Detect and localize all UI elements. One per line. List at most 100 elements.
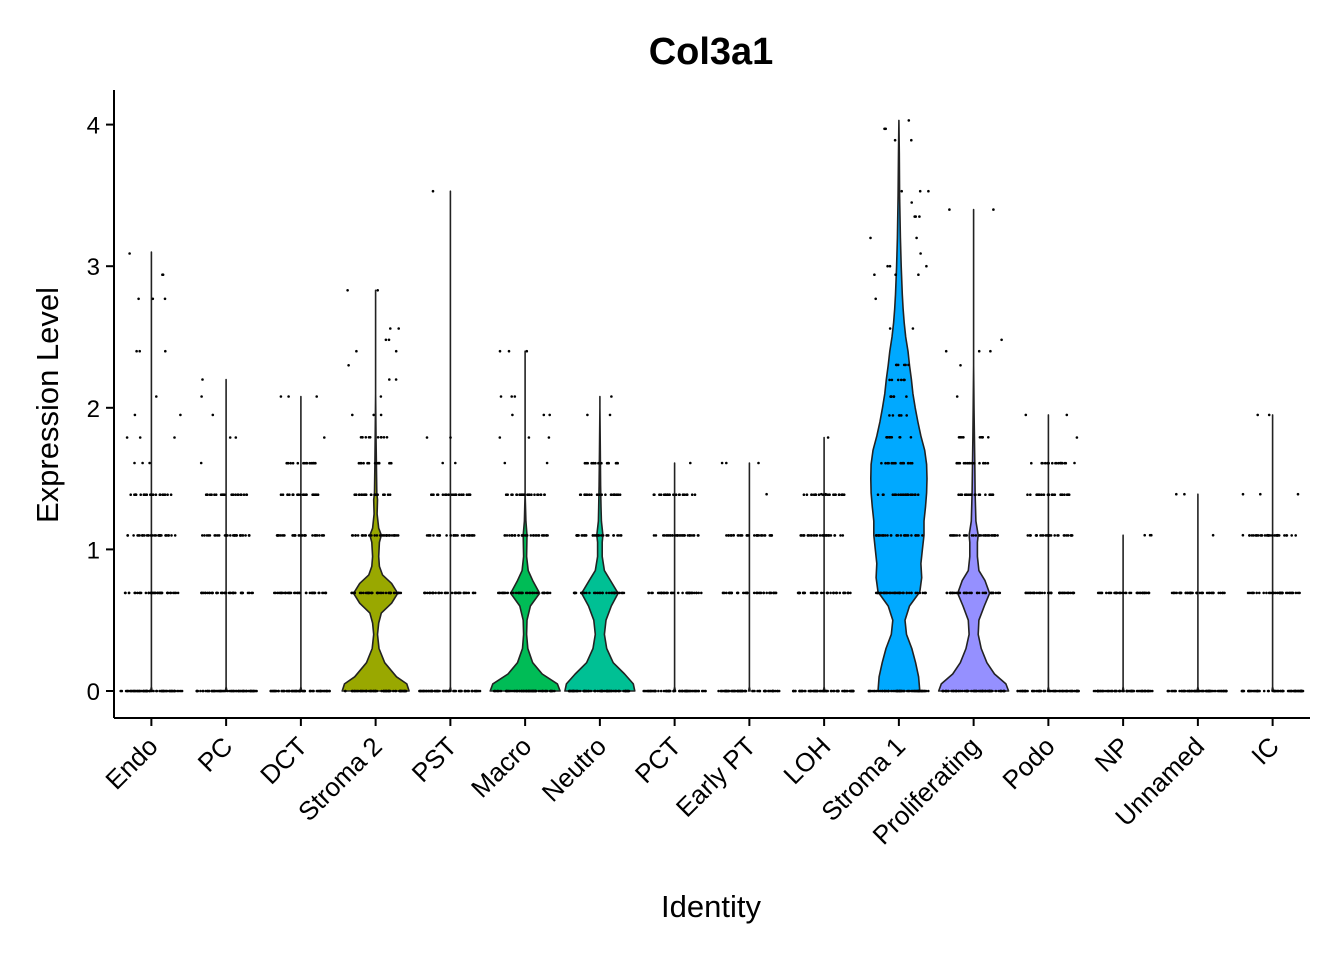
data-point xyxy=(840,493,844,497)
data-point xyxy=(768,591,771,595)
data-point xyxy=(1049,591,1053,595)
data-point xyxy=(910,534,913,537)
data-point xyxy=(429,534,432,537)
data-point xyxy=(874,297,877,301)
data-point xyxy=(817,493,821,497)
data-point xyxy=(882,493,885,497)
data-point xyxy=(927,189,930,193)
data-point xyxy=(1250,591,1254,595)
data-point xyxy=(834,493,837,497)
y-axis-label: Expression Level xyxy=(30,287,65,523)
data-point xyxy=(1296,591,1300,595)
data-point xyxy=(506,591,510,595)
data-point xyxy=(1195,591,1199,595)
data-point xyxy=(910,461,914,465)
data-point xyxy=(459,689,462,693)
data-point xyxy=(1121,591,1125,595)
data-point xyxy=(959,364,962,367)
data-point xyxy=(449,534,452,537)
data-point xyxy=(1026,534,1030,537)
data-point xyxy=(826,436,830,439)
data-point xyxy=(151,297,155,301)
data-point xyxy=(274,591,277,595)
data-point xyxy=(669,689,672,693)
data-point xyxy=(279,493,283,497)
data-point xyxy=(1061,493,1064,497)
data-point xyxy=(616,493,620,497)
data-point xyxy=(1075,436,1079,439)
x-tick-label: Podo xyxy=(996,731,1060,795)
data-point xyxy=(815,689,818,693)
data-point xyxy=(1029,493,1032,497)
data-point xyxy=(308,461,311,465)
data-point xyxy=(1018,689,1022,693)
data-point xyxy=(475,689,478,693)
data-point xyxy=(914,591,917,595)
data-point xyxy=(521,493,524,497)
data-point xyxy=(210,591,214,595)
data-point xyxy=(607,534,610,537)
data-point xyxy=(319,689,323,693)
data-point xyxy=(467,591,471,595)
violin-group-pc xyxy=(195,378,258,693)
data-point xyxy=(1248,534,1251,537)
data-point xyxy=(776,689,779,693)
data-point xyxy=(964,461,967,465)
data-point xyxy=(437,591,440,595)
data-point xyxy=(1216,689,1220,693)
data-point xyxy=(523,493,526,497)
data-point xyxy=(280,689,283,693)
data-point xyxy=(241,591,244,595)
data-point xyxy=(513,534,517,537)
data-point xyxy=(958,534,961,537)
data-point xyxy=(820,492,823,496)
data-point xyxy=(1276,533,1280,537)
data-point xyxy=(650,689,654,693)
data-point xyxy=(450,493,454,497)
data-point xyxy=(133,461,136,465)
data-point xyxy=(900,189,903,193)
data-point xyxy=(529,689,532,693)
data-point xyxy=(255,689,258,693)
data-point xyxy=(252,689,256,693)
data-point xyxy=(313,493,317,497)
data-point xyxy=(155,395,158,398)
data-point xyxy=(752,591,756,595)
data-point xyxy=(667,534,670,537)
data-point xyxy=(907,591,911,595)
data-point xyxy=(394,689,397,693)
data-point xyxy=(594,461,597,465)
data-point xyxy=(356,534,360,537)
data-point xyxy=(1285,534,1288,537)
data-point xyxy=(1135,689,1139,693)
data-point xyxy=(587,493,591,497)
data-point xyxy=(372,689,375,693)
data-point xyxy=(234,689,238,693)
data-point xyxy=(898,689,902,693)
data-point xyxy=(905,395,908,398)
data-point xyxy=(235,534,238,537)
data-point xyxy=(162,689,166,693)
data-point xyxy=(143,493,147,497)
data-point xyxy=(1125,689,1128,693)
data-point xyxy=(1046,591,1050,595)
data-point xyxy=(986,461,990,465)
data-point xyxy=(274,689,277,693)
data-point xyxy=(160,689,163,693)
data-point xyxy=(298,534,301,537)
data-point xyxy=(917,689,921,693)
data-point xyxy=(1021,689,1024,693)
data-point xyxy=(678,689,681,693)
data-point xyxy=(322,591,326,595)
data-point xyxy=(279,395,283,398)
data-point xyxy=(1219,591,1222,595)
data-point xyxy=(1115,591,1118,595)
data-point xyxy=(457,591,461,595)
data-point xyxy=(351,689,355,693)
data-point xyxy=(315,395,319,398)
data-point xyxy=(432,493,435,497)
data-point xyxy=(525,349,529,353)
data-point xyxy=(918,215,921,218)
data-point xyxy=(838,591,842,595)
data-point xyxy=(195,689,198,693)
